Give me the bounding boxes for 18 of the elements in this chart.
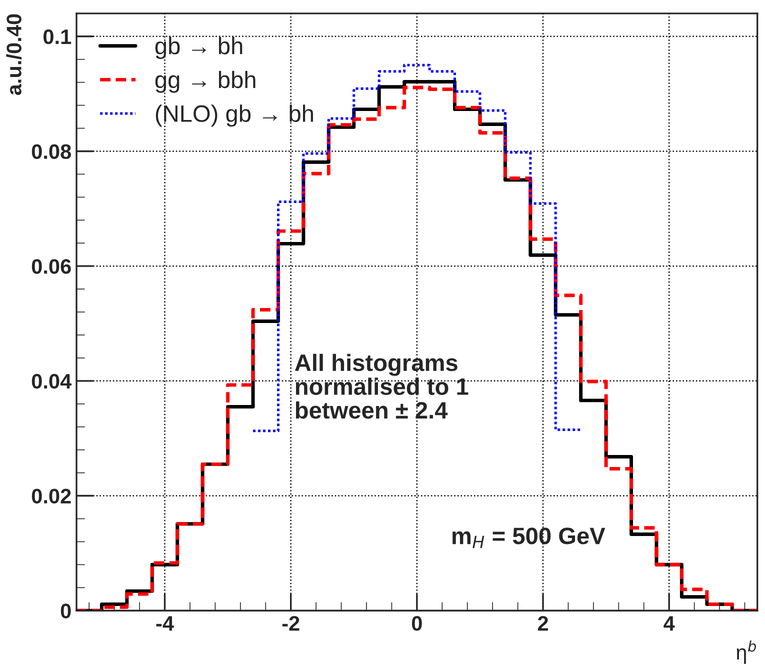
y-tick-label: 0	[60, 604, 71, 618]
y-tick-label: 0.02	[32, 488, 71, 504]
x-axis-title: η$^{b}$	[736, 640, 756, 664]
legend-label: gg → bbh	[155, 70, 256, 93]
x-tick-label: -2	[282, 616, 300, 631]
y-axis-title: a.u./0.40	[6, 14, 22, 96]
y-tick-label: 0.06	[32, 259, 71, 274]
x-tick-label: -4	[156, 616, 174, 631]
y-tick-label: 0.04	[32, 374, 72, 389]
x-tick-label: 0	[412, 616, 422, 631]
annotation: m$_{H}$ = 500 GeV	[452, 528, 606, 548]
x-tick-label: 4	[664, 616, 675, 631]
legend-label: gb → bh	[155, 37, 242, 60]
x-tick-label: 2	[538, 616, 548, 631]
y-tick-label: 0.08	[32, 144, 72, 159]
annotation: All histograms normalised to 1 between ± 2.4	[294, 354, 468, 419]
y-tick-label: 0.1	[44, 29, 72, 44]
legend-label: (NLO) gb → bh	[156, 104, 313, 127]
